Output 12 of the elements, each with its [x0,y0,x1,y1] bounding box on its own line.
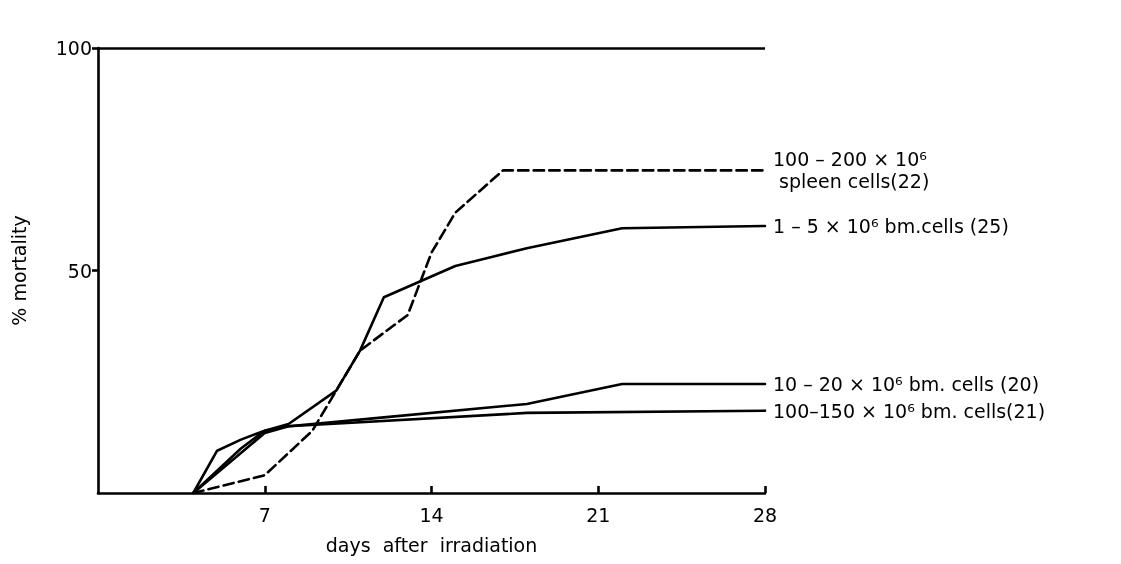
x-tick-label: 28 [752,503,778,526]
y-tick-label: 100 [55,37,92,59]
x-tick-label: 14 [419,503,444,526]
series-label: 100 – 200 × 10⁶ spleen cells(22) [773,148,930,193]
y-tick-label: 50 [67,259,92,282]
x-tick-label: 7 [258,503,271,526]
x-tick-label: 21 [586,503,611,526]
series-label: 100–150 × 10⁶ bm. cells(21) [773,399,1046,422]
x-axis-title: days after irradiation [325,533,538,556]
series-label: 1 – 5 × 10⁶ bm.cells (25) [773,215,1009,237]
series-label: 10 – 20 × 10⁶ bm. cells (20) [773,372,1040,395]
y-axis-title: % mortality [7,215,30,326]
